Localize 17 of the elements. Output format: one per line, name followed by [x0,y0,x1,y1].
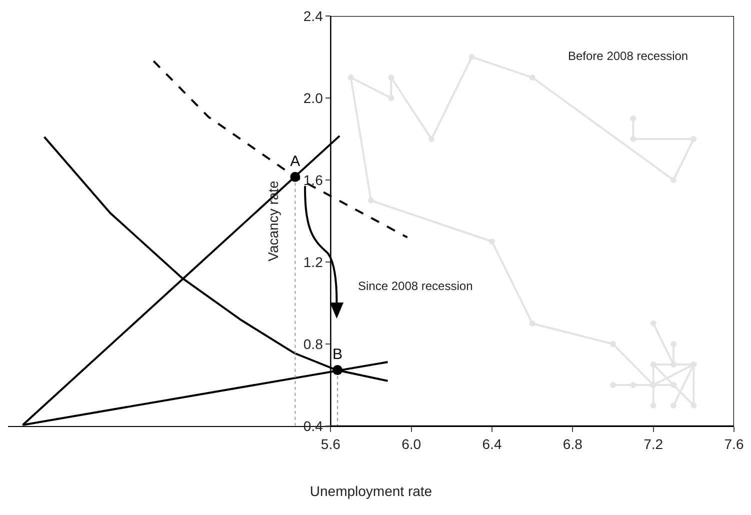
x-tick-label: 6.0 [402,436,422,452]
x-axis-title: Unemployment rate [310,483,432,500]
y-tick-label: 1.6 [303,172,324,188]
x-tick-label: 5.6 [320,436,341,452]
y-tick-label: 2.0 [303,90,324,106]
y-tick-label: 1.2 [303,254,324,270]
annotation: Since 2008 recession [358,279,473,293]
y-tick-label: 2.4 [303,8,324,24]
y-axis-title: Vacancy rate [264,180,281,262]
data-label: B [332,346,343,364]
x-tick-label: 6.4 [482,436,502,452]
x-tick-label: 6.8 [562,436,583,452]
data-label: A [290,152,300,170]
x-tick-label: 7.6 [724,436,744,452]
annotation: Before 2008 recession [568,49,688,63]
y-tick-label: 0.8 [303,336,324,352]
x-tick-label: 7.2 [644,436,664,452]
